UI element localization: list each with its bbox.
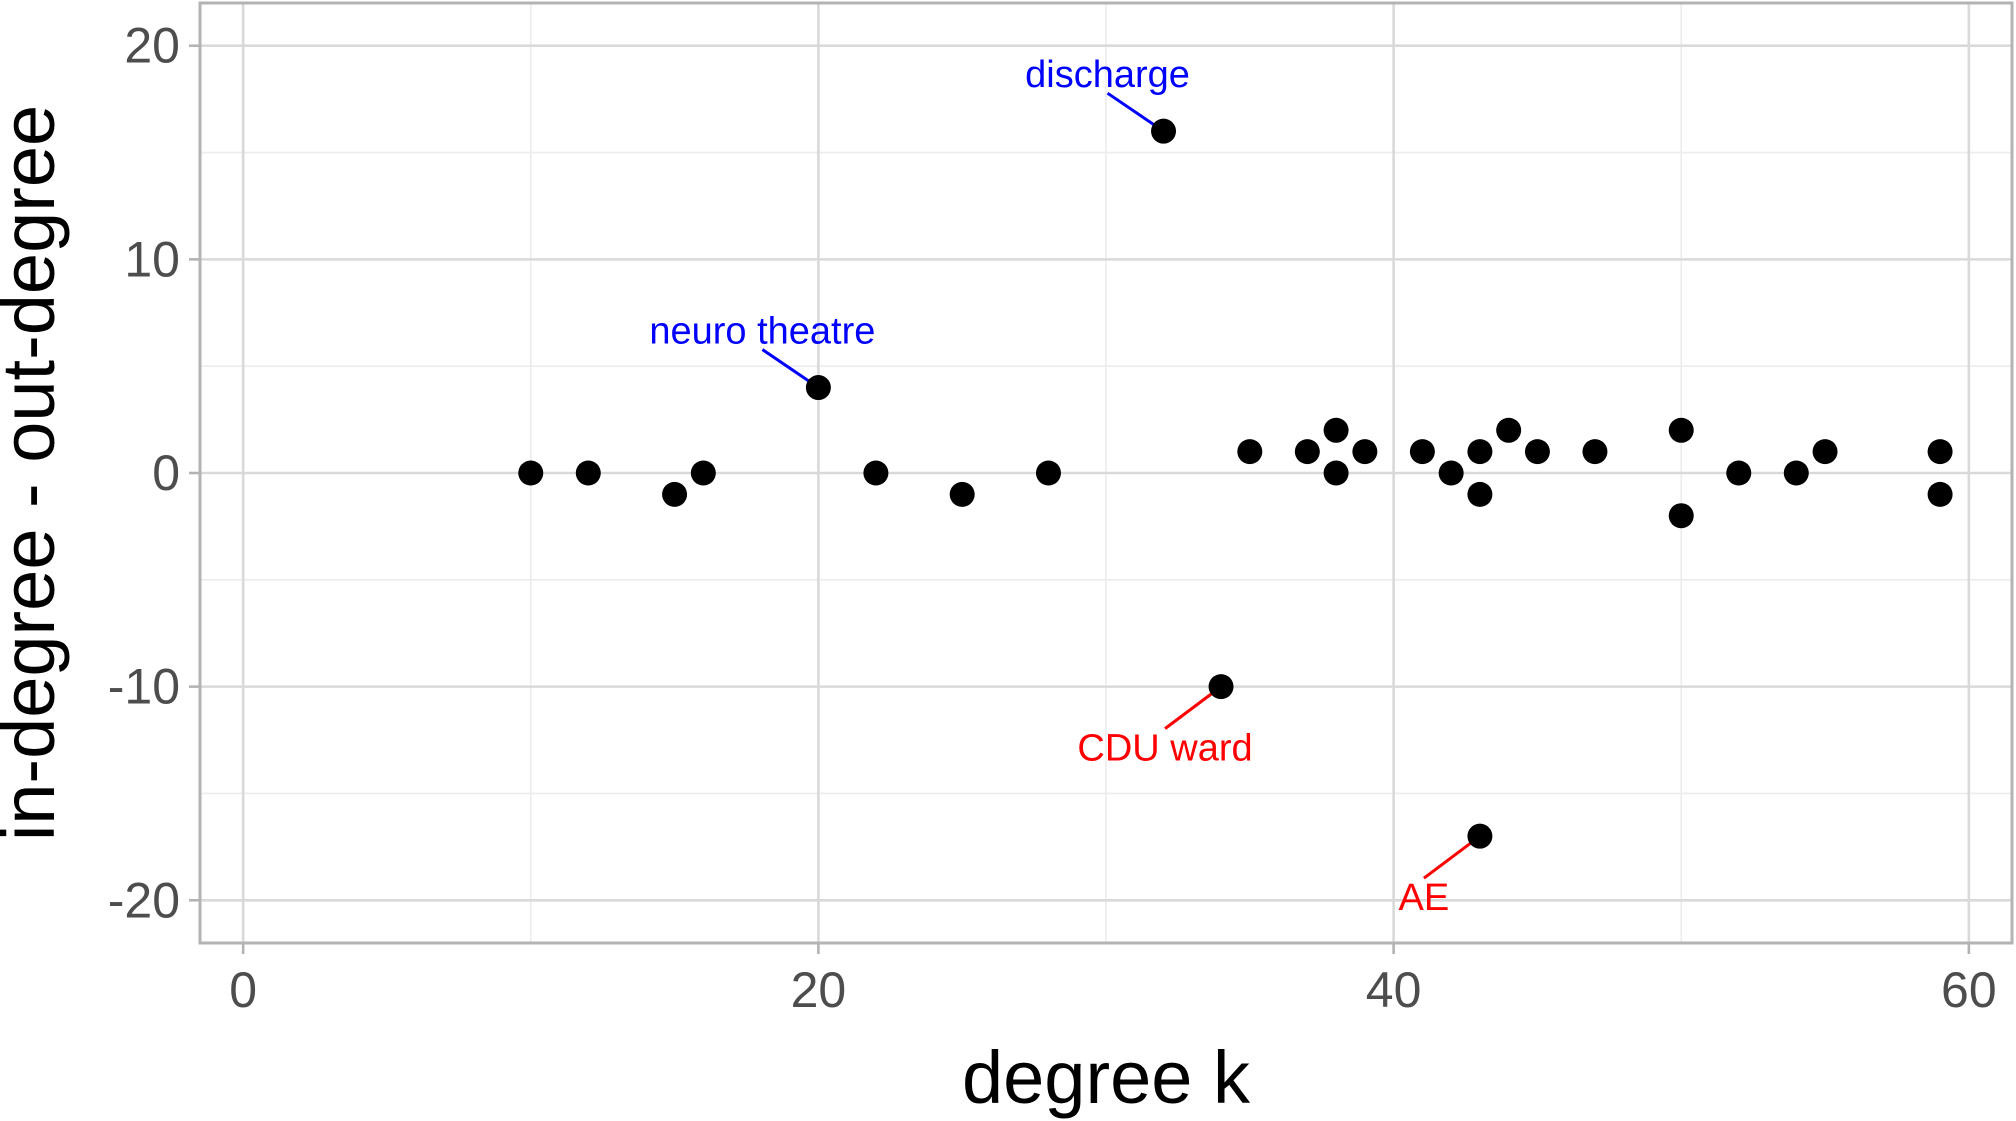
y-tick-label: 10	[124, 231, 180, 287]
tick-labels: 0 20 40 60 -20 -10 0 10 20	[108, 18, 1997, 1018]
data-point	[662, 481, 688, 507]
data-point	[1323, 417, 1349, 443]
data-point	[1467, 823, 1493, 849]
annotation-label: AE	[1399, 877, 1450, 919]
data-point	[1927, 481, 1953, 507]
data-point	[1237, 439, 1263, 465]
annotation-label: CDU ward	[1077, 728, 1252, 770]
data-point	[575, 460, 601, 486]
x-tick-label: 40	[1366, 962, 1422, 1018]
data-point	[863, 460, 889, 486]
data-point	[1151, 118, 1177, 144]
y-tick-label: 20	[124, 18, 180, 74]
plot-panel-border	[198, 1, 2014, 945]
annotation-label: neuro theatre	[649, 311, 875, 353]
data-point	[1668, 503, 1694, 529]
data-point	[1467, 481, 1493, 507]
data-point	[805, 375, 831, 401]
data-point	[1726, 460, 1752, 486]
data-point	[1323, 460, 1349, 486]
x-axis-title: degree k	[962, 1036, 1251, 1119]
y-axis-title: in-degree - out-degree	[0, 105, 70, 841]
y-tick-label: -10	[108, 659, 180, 715]
data-point	[1409, 439, 1435, 465]
data-point	[1294, 439, 1320, 465]
y-tick-label: 0	[152, 445, 180, 501]
data-point	[518, 460, 544, 486]
data-point	[1812, 439, 1838, 465]
axis-ticks	[189, 44, 1971, 954]
x-tick-label: 0	[229, 962, 257, 1018]
data-point	[1496, 417, 1522, 443]
annotations: discharge neuro theatre CDU ward AE	[649, 54, 1481, 919]
data-point	[949, 481, 975, 507]
data-points	[518, 118, 1953, 849]
data-point	[1927, 439, 1953, 465]
data-point	[1582, 439, 1608, 465]
x-tick-label: 60	[1941, 962, 1997, 1018]
data-point	[1208, 674, 1234, 700]
data-point	[1352, 439, 1378, 465]
data-point	[1467, 439, 1493, 465]
grid-lines	[200, 3, 2012, 943]
data-point	[1668, 417, 1694, 443]
annotation-label: discharge	[1025, 54, 1190, 96]
data-point	[1783, 460, 1809, 486]
data-point	[1035, 460, 1061, 486]
y-tick-label: -20	[108, 872, 180, 928]
data-point	[1524, 439, 1550, 465]
data-point	[690, 460, 716, 486]
data-point	[1438, 460, 1464, 486]
x-tick-label: 20	[791, 962, 847, 1018]
